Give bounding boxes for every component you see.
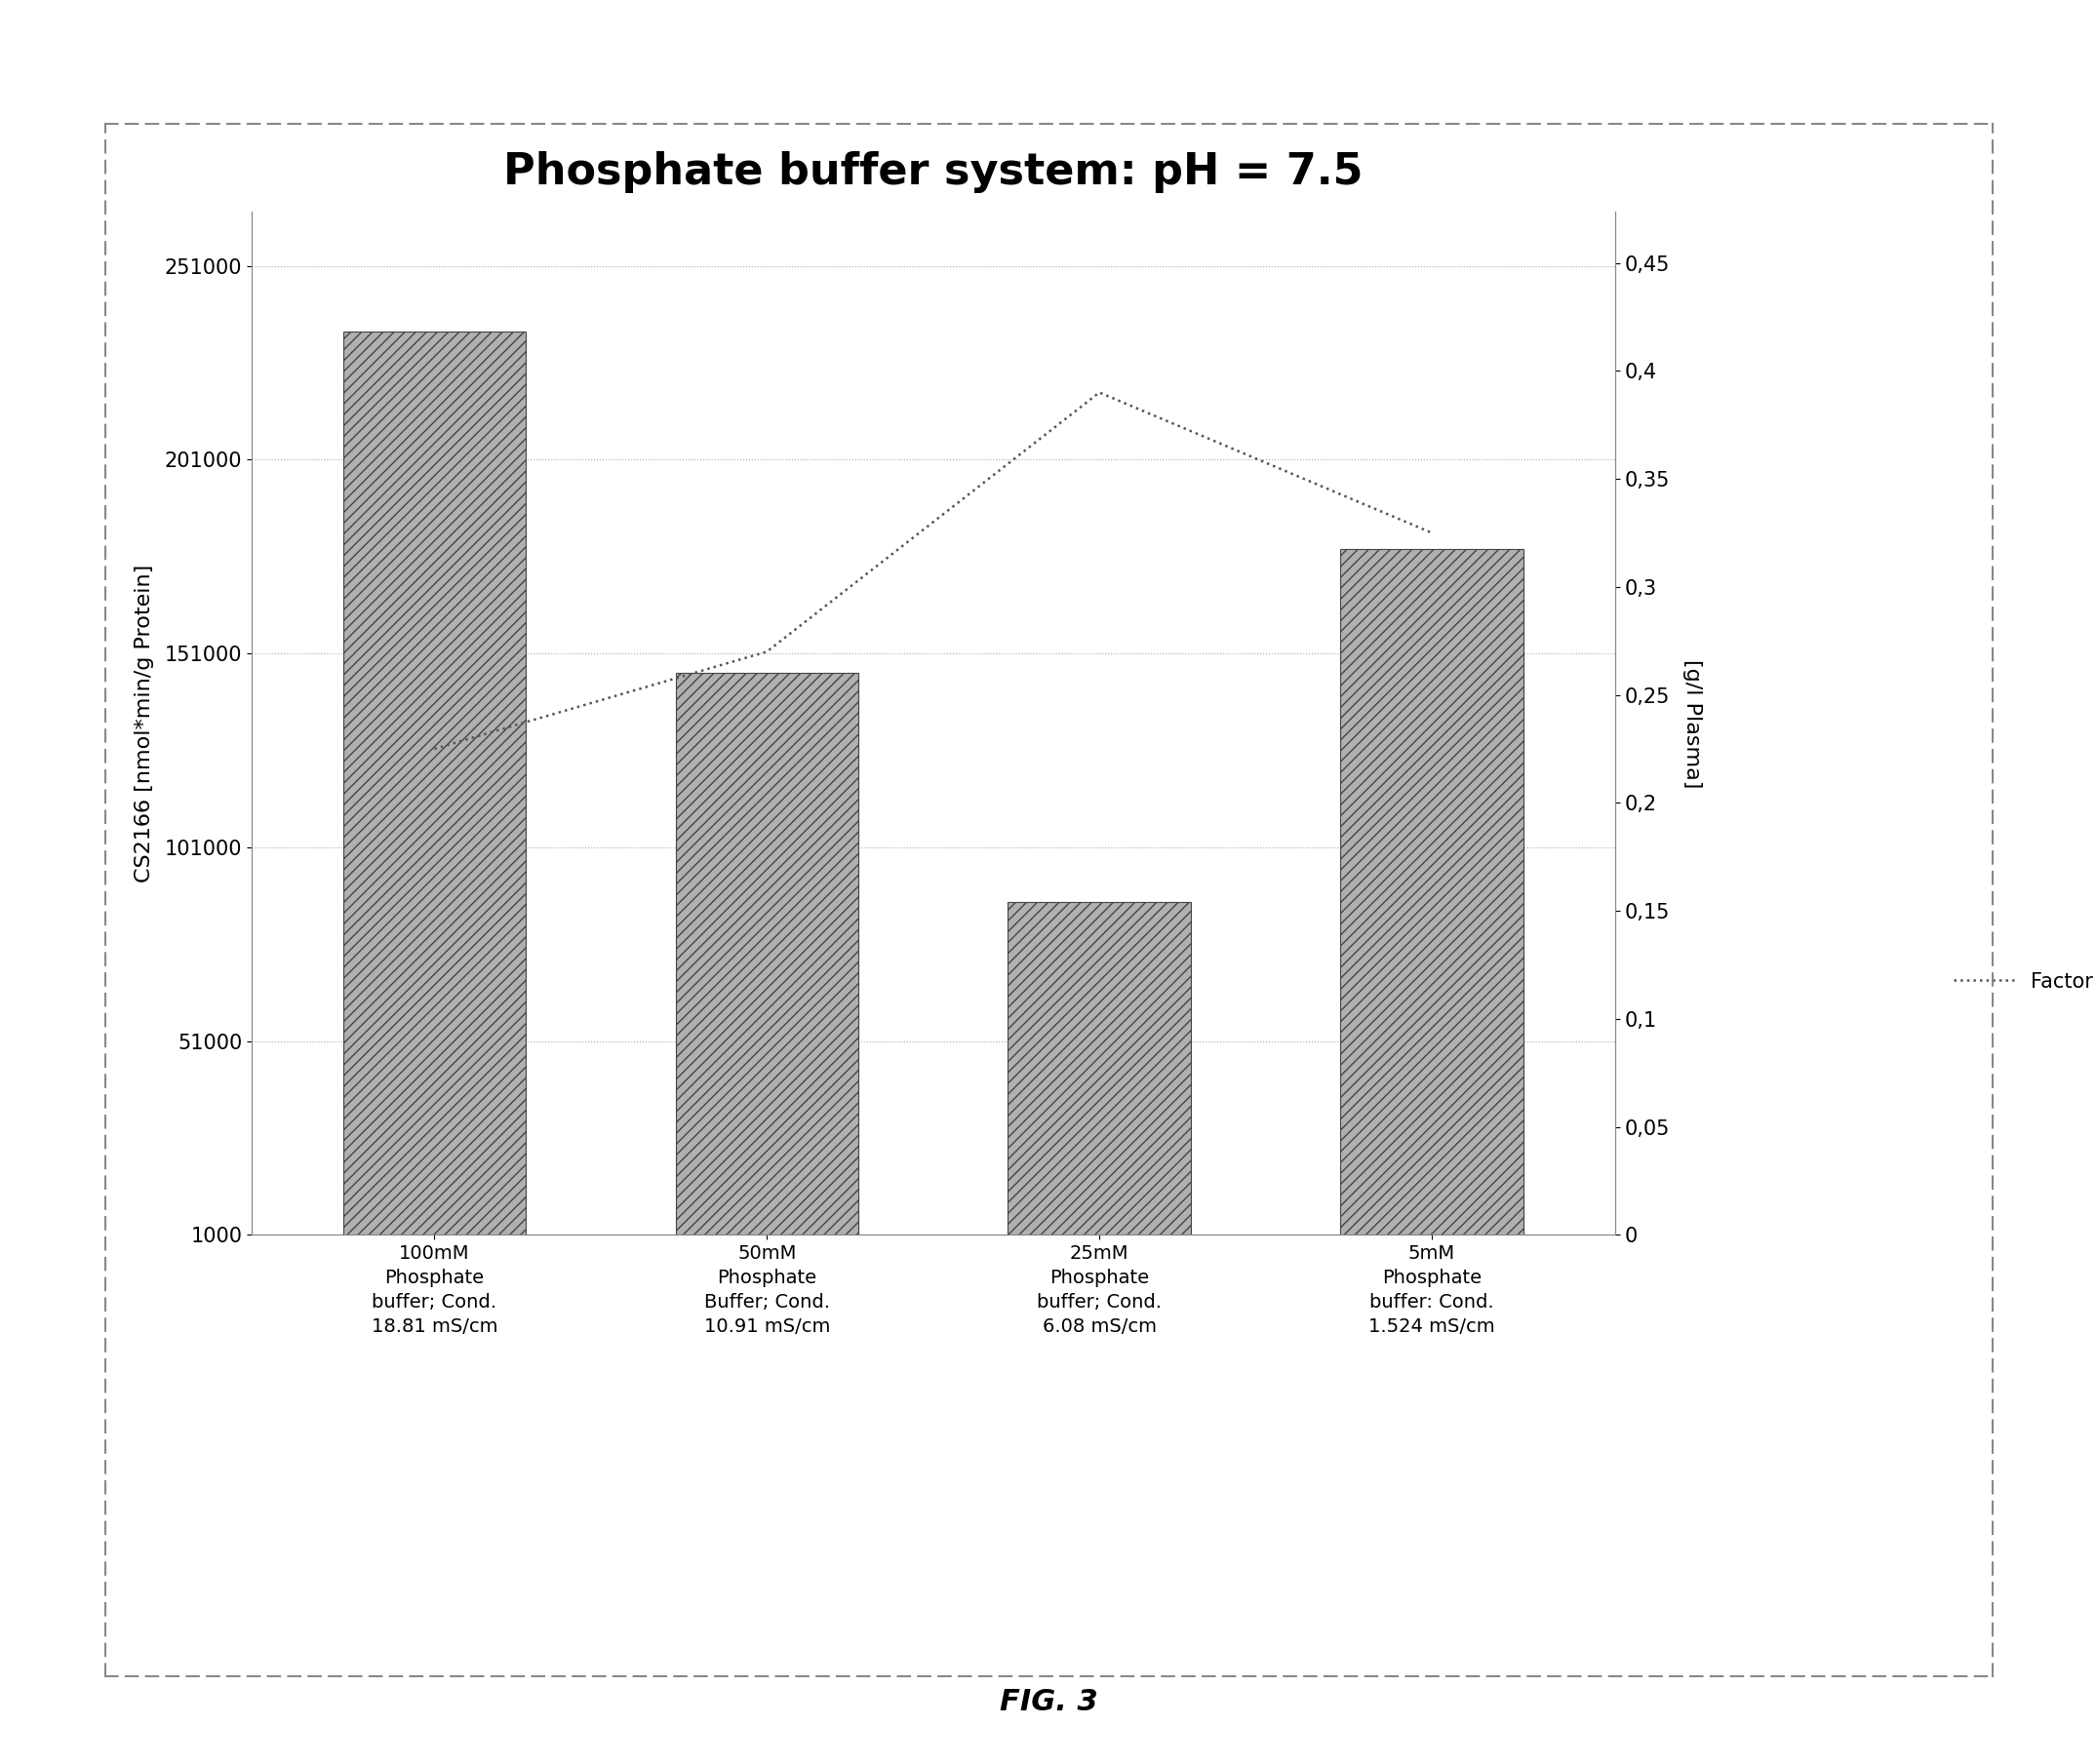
Bar [1340,549,1522,1238]
Legend: Factor H: Factor H [1946,963,2097,1000]
Y-axis label: [g/l Plasma]: [g/l Plasma] [1684,658,1703,789]
Title: Phosphate buffer system: pH = 7.5: Phosphate buffer system: pH = 7.5 [503,152,1363,194]
Bar [344,332,526,1238]
Text: FIG. 3: FIG. 3 [1000,1688,1097,1716]
Line: Factor H: Factor H [434,392,1432,750]
Factor H [1086,381,1111,402]
Factor H [755,640,780,662]
Factor H [1420,522,1445,543]
Y-axis label: CS2166 [nmol*min/g Protein]: CS2166 [nmol*min/g Protein] [134,564,153,882]
Factor H [421,739,447,760]
Bar [675,672,858,1238]
Bar [1009,901,1191,1238]
